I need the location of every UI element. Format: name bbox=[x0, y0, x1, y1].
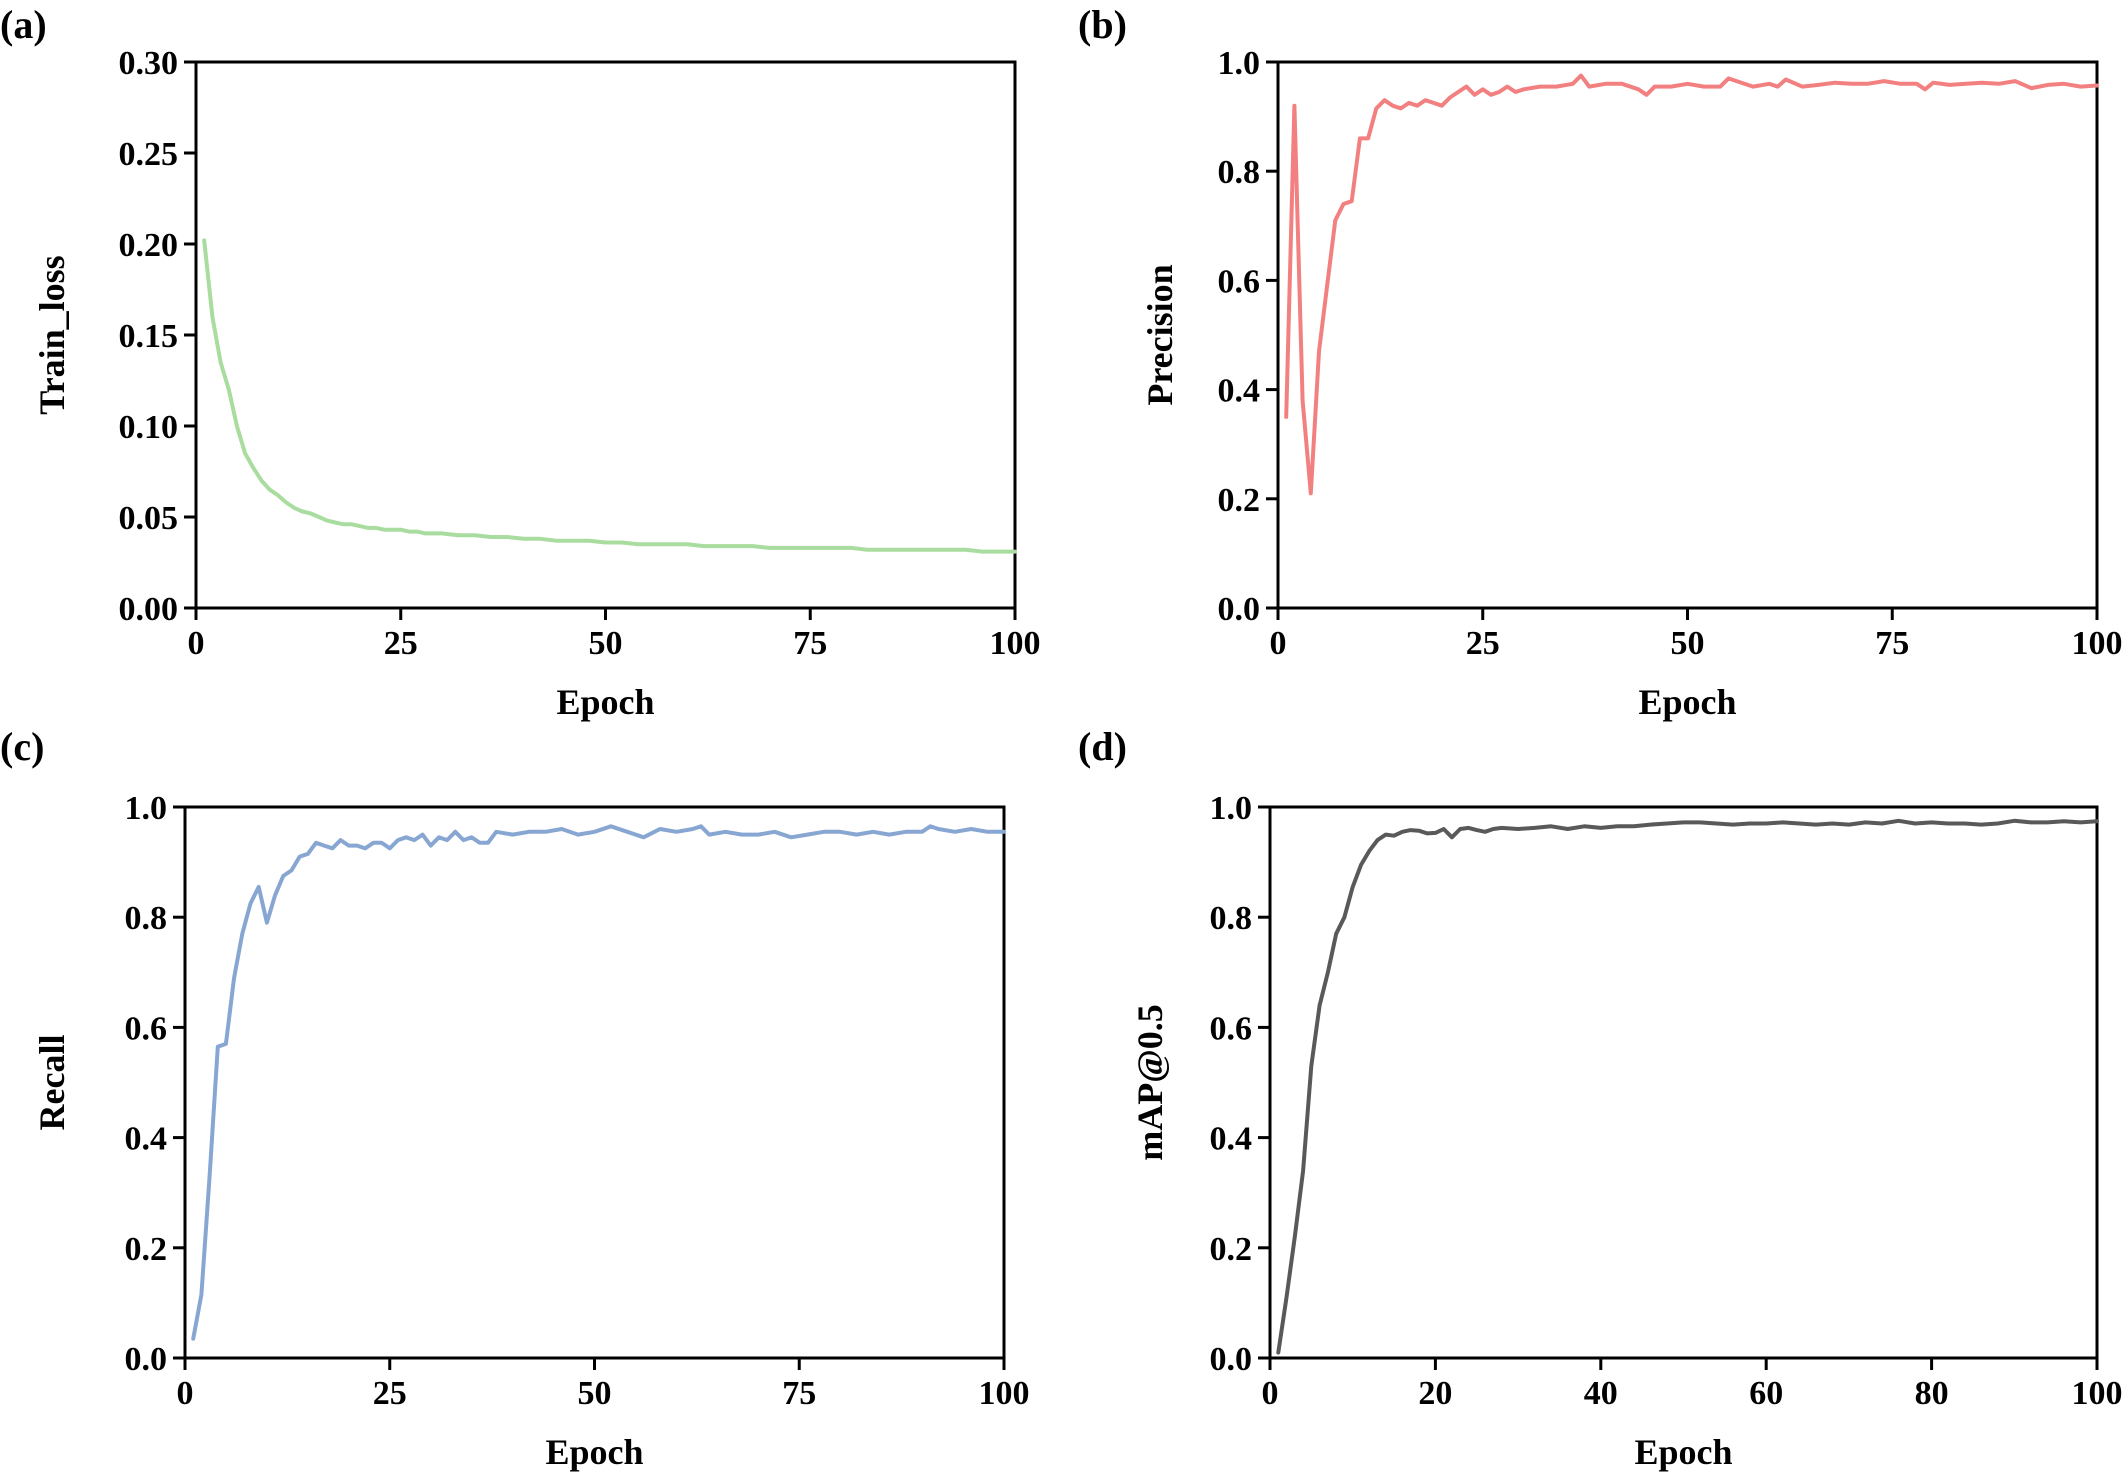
series-line bbox=[1276, 818, 2099, 1355]
y-tick-label: 0.8 bbox=[125, 900, 168, 937]
series-line bbox=[191, 824, 1006, 1341]
y-tick-label: 0.0 bbox=[125, 1341, 168, 1378]
y-tick-label: 0.25 bbox=[119, 136, 179, 173]
y-axis-label: mAP@0.5 bbox=[1130, 1004, 1170, 1160]
y-tick-label: 0.20 bbox=[119, 227, 179, 264]
y-tick-label: 0.10 bbox=[119, 409, 179, 446]
x-tick-label: 50 bbox=[1671, 625, 1705, 662]
x-tick-label: 25 bbox=[373, 1375, 407, 1412]
y-tick-label: 0.2 bbox=[1218, 482, 1261, 519]
y-tick-label: 0.00 bbox=[119, 591, 179, 628]
x-axis-label: Epoch bbox=[545, 1432, 643, 1472]
x-tick-label: 40 bbox=[1584, 1375, 1618, 1412]
panel-label: (c) bbox=[0, 724, 44, 769]
x-tick-label: 0 bbox=[188, 625, 205, 662]
x-axis-label: Epoch bbox=[556, 682, 654, 722]
x-tick-label: 100 bbox=[990, 625, 1041, 662]
x-tick-label: 20 bbox=[1418, 1375, 1452, 1412]
y-tick-label: 1.0 bbox=[1210, 790, 1253, 827]
y-tick-label: 0.4 bbox=[1210, 1121, 1253, 1158]
x-tick-label: 0 bbox=[177, 1375, 194, 1412]
y-axis-label: Train_loss bbox=[32, 255, 72, 414]
plot-frame bbox=[194, 60, 1017, 610]
x-tick-label: 50 bbox=[578, 1375, 612, 1412]
x-tick-label: 0 bbox=[1262, 1375, 1279, 1412]
series-line bbox=[202, 238, 1017, 554]
panel-label: (d) bbox=[1078, 724, 1127, 769]
x-tick-label: 50 bbox=[589, 625, 623, 662]
y-tick-label: 0.4 bbox=[1218, 373, 1261, 410]
y-axis-label: Recall bbox=[32, 1035, 72, 1131]
panel-label: (b) bbox=[1078, 2, 1127, 47]
y-tick-label: 1.0 bbox=[125, 790, 168, 827]
x-tick-label: 75 bbox=[793, 625, 827, 662]
x-tick-label: 25 bbox=[1466, 625, 1500, 662]
plot-frame bbox=[183, 805, 1006, 1360]
y-axis-label: Precision bbox=[1140, 264, 1180, 405]
x-axis-label: Epoch bbox=[1634, 1432, 1732, 1472]
series-line bbox=[1284, 73, 2099, 496]
y-tick-label: 0.30 bbox=[119, 45, 179, 82]
y-tick-label: 0.8 bbox=[1210, 900, 1253, 937]
panel-label: (a) bbox=[0, 2, 47, 47]
y-tick-label: 0.6 bbox=[1218, 263, 1261, 300]
x-tick-label: 60 bbox=[1749, 1375, 1783, 1412]
y-tick-label: 0.15 bbox=[119, 318, 179, 355]
x-tick-label: 100 bbox=[2072, 625, 2123, 662]
x-tick-label: 75 bbox=[782, 1375, 816, 1412]
y-tick-label: 1.0 bbox=[1218, 45, 1261, 82]
y-tick-label: 0.05 bbox=[119, 500, 179, 537]
x-tick-label: 0 bbox=[1270, 625, 1287, 662]
y-tick-label: 0.2 bbox=[125, 1231, 168, 1268]
plot-frame bbox=[1276, 60, 2099, 610]
x-tick-label: 100 bbox=[979, 1375, 1030, 1412]
x-tick-label: 25 bbox=[384, 625, 418, 662]
x-axis-label: Epoch bbox=[1638, 682, 1736, 722]
x-tick-label: 100 bbox=[2072, 1375, 2123, 1412]
y-tick-label: 0.2 bbox=[1210, 1231, 1253, 1268]
x-tick-label: 80 bbox=[1915, 1375, 1949, 1412]
y-tick-label: 0.0 bbox=[1218, 591, 1261, 628]
plot-frame bbox=[1268, 805, 2099, 1360]
x-tick-label: 75 bbox=[1875, 625, 1909, 662]
y-tick-label: 0.8 bbox=[1218, 154, 1261, 191]
y-tick-label: 0.4 bbox=[125, 1121, 168, 1158]
y-tick-label: 0.6 bbox=[125, 1010, 168, 1047]
y-tick-label: 0.6 bbox=[1210, 1010, 1253, 1047]
y-tick-label: 0.0 bbox=[1210, 1341, 1253, 1378]
